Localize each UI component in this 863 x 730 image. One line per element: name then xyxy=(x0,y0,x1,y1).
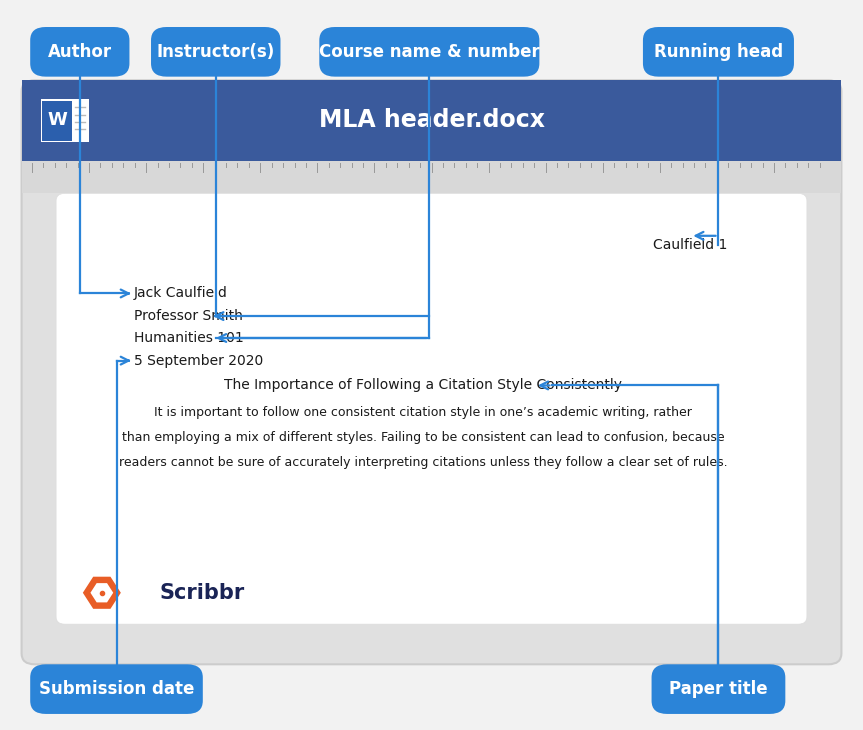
Text: Author: Author xyxy=(47,43,112,61)
Text: Course name & number: Course name & number xyxy=(319,43,539,61)
Bar xyxy=(22,161,841,193)
FancyBboxPatch shape xyxy=(56,193,807,624)
FancyBboxPatch shape xyxy=(643,27,794,77)
FancyBboxPatch shape xyxy=(41,99,89,142)
FancyBboxPatch shape xyxy=(42,101,72,141)
Text: 5 September 2020: 5 September 2020 xyxy=(134,353,263,368)
Text: MLA header.docx: MLA header.docx xyxy=(318,109,545,132)
Text: Instructor(s): Instructor(s) xyxy=(156,43,275,61)
Text: Submission date: Submission date xyxy=(39,680,194,698)
Text: Jack Caulfield: Jack Caulfield xyxy=(134,286,228,301)
Bar xyxy=(22,80,841,161)
FancyBboxPatch shape xyxy=(30,664,203,714)
Polygon shape xyxy=(83,577,121,609)
Text: Running head: Running head xyxy=(654,43,783,61)
Text: than employing a mix of different styles. Failing to be consistent can lead to c: than employing a mix of different styles… xyxy=(122,431,724,444)
FancyBboxPatch shape xyxy=(652,664,785,714)
Text: Professor Smith: Professor Smith xyxy=(134,309,243,323)
Text: Paper title: Paper title xyxy=(669,680,768,698)
Text: Humanities 101: Humanities 101 xyxy=(134,331,243,345)
Text: W: W xyxy=(47,112,67,129)
Text: readers cannot be sure of accurately interpreting citations unless they follow a: readers cannot be sure of accurately int… xyxy=(118,456,728,469)
FancyBboxPatch shape xyxy=(319,27,539,77)
Text: It is important to follow one consistent citation style in one’s academic writin: It is important to follow one consistent… xyxy=(154,406,692,419)
FancyBboxPatch shape xyxy=(30,27,129,77)
FancyBboxPatch shape xyxy=(22,80,841,664)
Text: Scribbr: Scribbr xyxy=(160,583,245,603)
FancyBboxPatch shape xyxy=(151,27,280,77)
Text: The Importance of Following a Citation Style Consistently: The Importance of Following a Citation S… xyxy=(224,378,622,393)
Polygon shape xyxy=(91,583,113,602)
Text: Caulfield 1: Caulfield 1 xyxy=(653,237,728,252)
